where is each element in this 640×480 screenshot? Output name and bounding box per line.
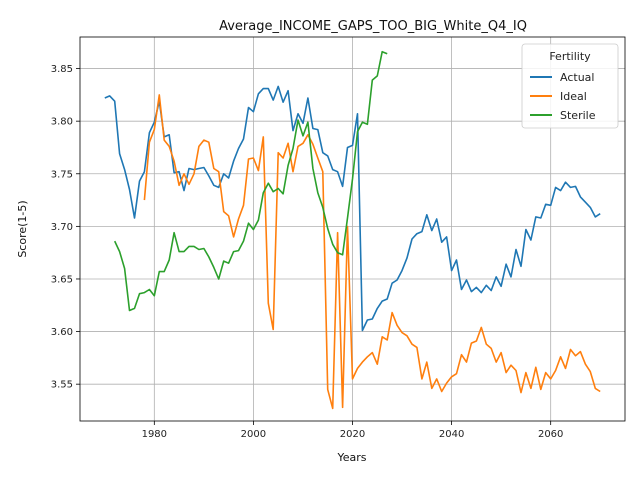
x-axis-label: Years — [336, 451, 366, 464]
y-axis-label: Score(1-5) — [16, 200, 29, 257]
legend: Fertility Actual Ideal Sterile — [521, 43, 619, 129]
legend-label-actual: Actual — [560, 71, 594, 84]
y-tick-label: 3.60 — [51, 327, 73, 338]
x-tick-label: 2020 — [340, 429, 365, 440]
legend-label-sterile: Sterile — [560, 109, 596, 122]
y-tick-label: 3.80 — [51, 117, 73, 128]
grid — [80, 37, 625, 421]
x-tick-label: 2060 — [538, 429, 563, 440]
y-tick-label: 3.85 — [51, 64, 73, 75]
x-tick-label: 1980 — [142, 429, 167, 440]
y-ticks: 3.55 3.60 3.65 3.70 3.75 3.80 3.85 — [51, 64, 80, 391]
series-line-ideal — [143, 94, 601, 410]
y-tick-label: 3.65 — [51, 274, 73, 285]
legend-box — [521, 43, 619, 129]
y-tick-label: 3.75 — [51, 169, 73, 180]
series-line-sterile — [113, 50, 388, 312]
series-lines — [104, 50, 601, 410]
legend-title: Fertility — [549, 50, 591, 63]
x-tick-label: 2040 — [439, 429, 464, 440]
y-tick-label: 3.70 — [51, 222, 73, 233]
x-tick-label: 2000 — [241, 429, 266, 440]
legend-label-ideal: Ideal — [560, 90, 587, 103]
x-ticks: 1980 2000 2020 2040 2060 — [142, 421, 563, 440]
chart-title: Average_INCOME_GAPS_TOO_BIG_White_Q4_IQ — [219, 19, 527, 34]
series-line-actual — [104, 85, 601, 332]
y-tick-label: 3.55 — [51, 380, 73, 391]
